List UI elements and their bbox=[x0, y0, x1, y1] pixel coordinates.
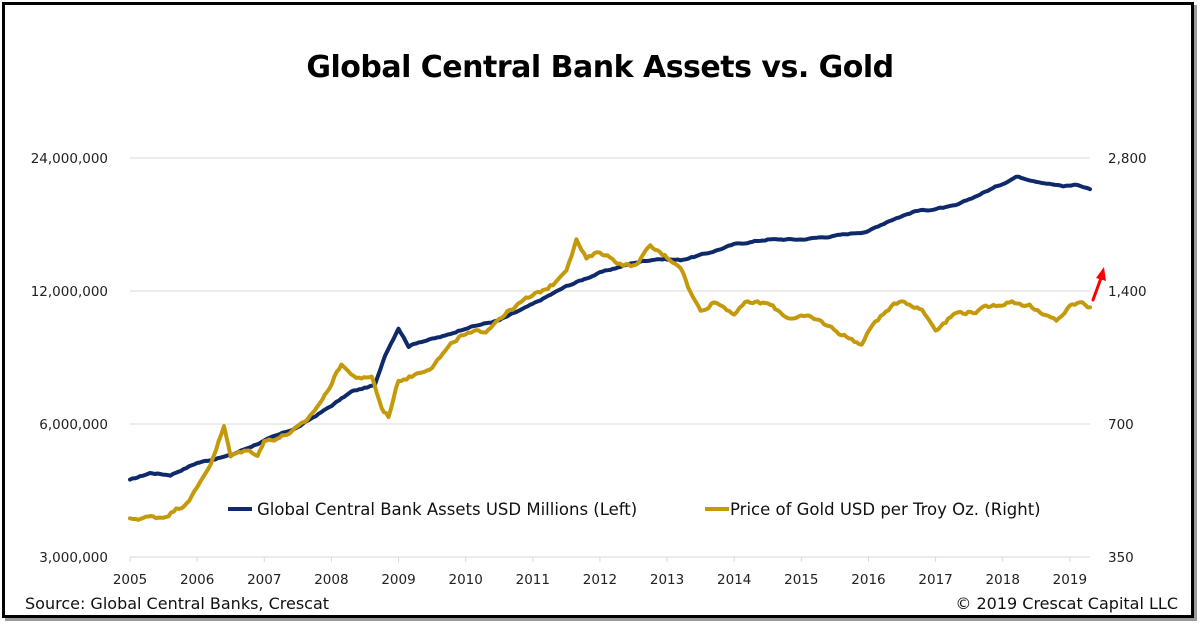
series-line-gold-price bbox=[128, 237, 1092, 522]
series-lines bbox=[128, 174, 1092, 522]
red-arrow-annotation bbox=[1091, 267, 1106, 302]
x-tick-label: 2018 bbox=[986, 572, 1020, 588]
y-left-tick-label: 6,000,000 bbox=[39, 417, 108, 433]
x-tick-label: 2006 bbox=[180, 572, 214, 588]
y-right-tick-label: 2,800 bbox=[1108, 151, 1147, 167]
x-axis: 2005 2006 2007 2008 2009 2010 2011 2012 2013 2014… bbox=[113, 557, 1087, 588]
y-left-tick-label: 3,000,000 bbox=[39, 550, 108, 566]
x-tick-label: 2017 bbox=[918, 572, 952, 588]
gridlines bbox=[130, 157, 1090, 558]
x-tick-label: 2013 bbox=[650, 572, 684, 588]
y-left-tick-label: 12,000,000 bbox=[31, 284, 108, 300]
x-tick-label: 2019 bbox=[1053, 572, 1087, 588]
x-tick-label: 2007 bbox=[247, 572, 281, 588]
copyright-note: © 2019 Crescat Capital LLC bbox=[955, 594, 1178, 613]
arrow-head bbox=[1096, 267, 1106, 281]
chart-frame bbox=[2, 2, 1194, 618]
legend-label-gold: Price of Gold USD per Troy Oz. (Right) bbox=[730, 500, 1041, 519]
chart-title: Global Central Bank Assets vs. Gold bbox=[306, 50, 894, 85]
x-tick-label: 2012 bbox=[583, 572, 617, 588]
x-tick-label: 2010 bbox=[448, 572, 482, 588]
y-right-tick-label: 700 bbox=[1108, 417, 1134, 433]
y-right-tick-label: 350 bbox=[1108, 550, 1134, 566]
legend-label-central-bank: Global Central Bank Assets USD Millions … bbox=[257, 500, 637, 519]
y-left-tick-label: 24,000,000 bbox=[31, 151, 108, 167]
x-tick-label: 2009 bbox=[381, 572, 415, 588]
y-axis-left: 3,000,000 6,000,000 12,000,000 24,000,000 bbox=[31, 151, 108, 566]
x-tick-label: 2015 bbox=[784, 572, 818, 588]
x-tick-label: 2011 bbox=[516, 572, 550, 588]
x-tick-label: 2016 bbox=[851, 572, 885, 588]
x-tick-label: 2005 bbox=[113, 572, 147, 588]
series-line-central-bank-assets bbox=[128, 174, 1092, 482]
x-tick-label: 2014 bbox=[717, 572, 751, 588]
y-axis-right: 350 700 1,400 2,800 bbox=[1108, 151, 1147, 566]
x-tick-label: 2008 bbox=[314, 572, 348, 588]
legend: Global Central Bank Assets USD Millions … bbox=[228, 500, 1041, 519]
arrow-shaft bbox=[1091, 276, 1103, 302]
source-note: Source: Global Central Banks, Crescat bbox=[25, 594, 330, 613]
y-right-tick-label: 1,400 bbox=[1108, 284, 1147, 300]
